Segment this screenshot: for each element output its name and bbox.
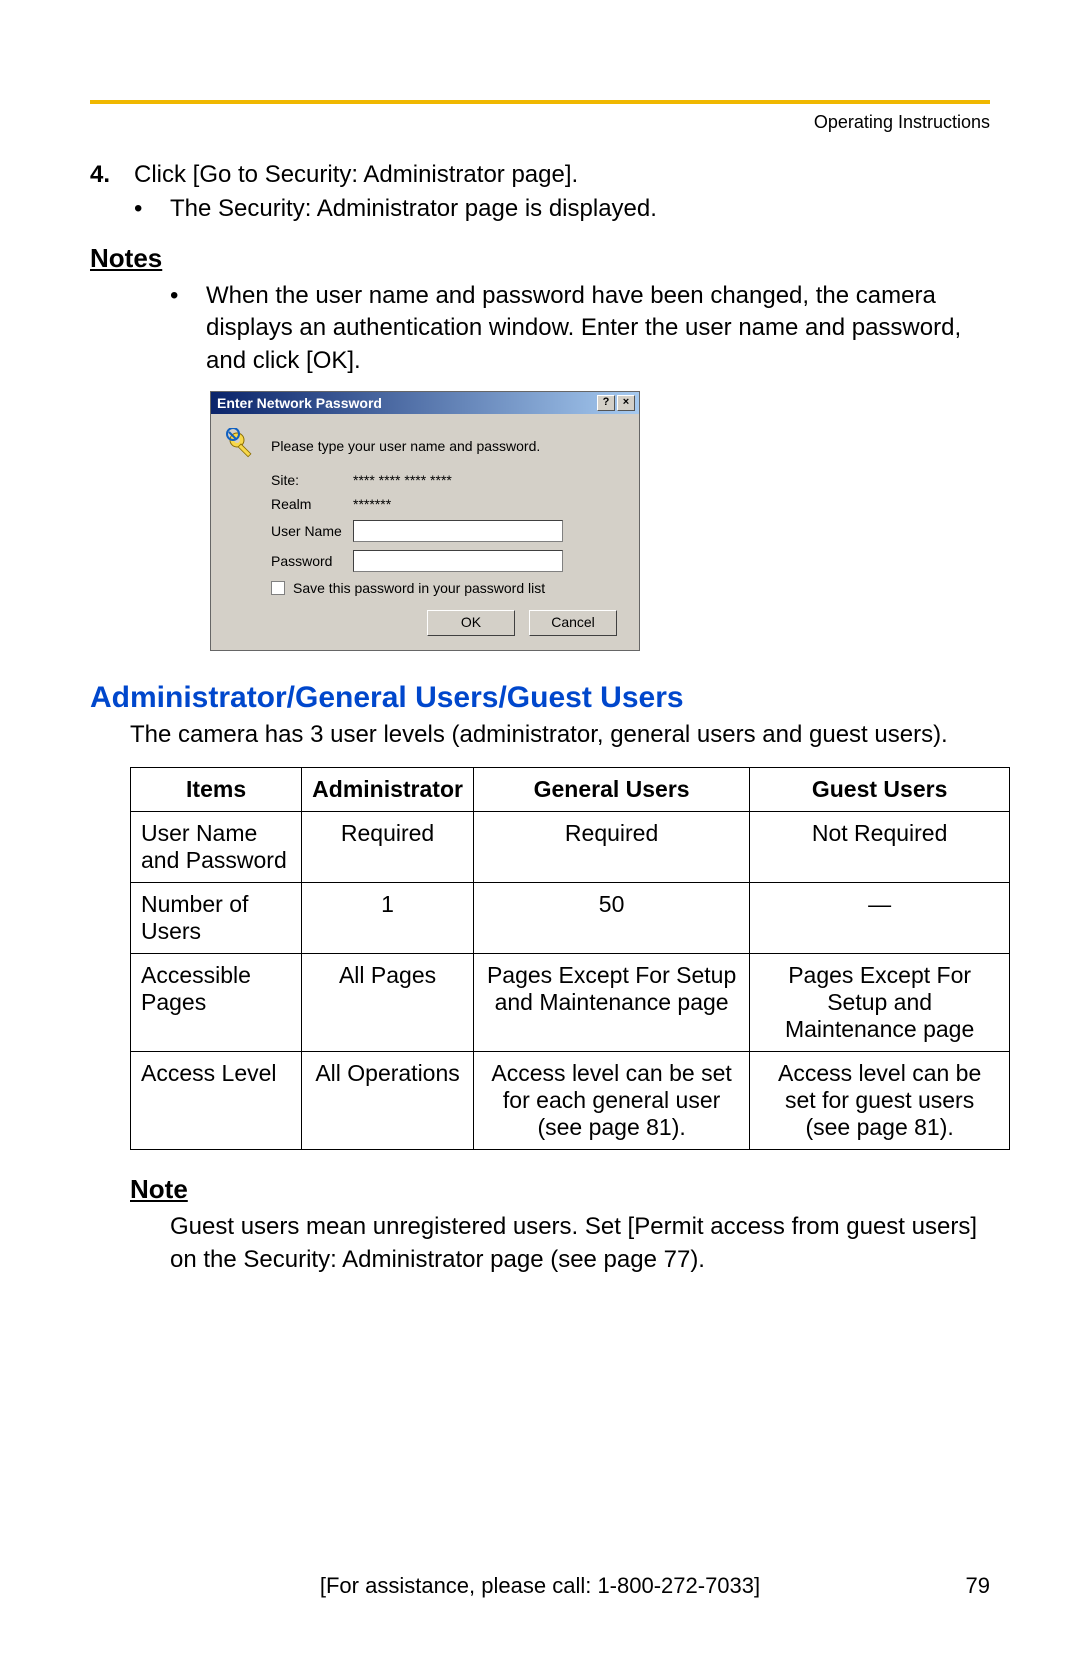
password-label: Password [271,553,353,569]
step-text: Click [Go to Security: Administrator pag… [134,161,578,189]
step-4: 4. Click [Go to Security: Administrator … [90,161,990,189]
notes-bullet: • When the user name and password have b… [170,280,990,377]
dialog-prompt: Please type your user name and password. [271,438,540,454]
table-row: Access Level All Operations Access level… [131,1052,1010,1150]
step-number: 4. [90,161,134,189]
cell: User Name and Password [131,812,302,883]
header-label: Operating Instructions [90,112,990,133]
password-input[interactable] [353,550,563,572]
auth-dialog: Enter Network Password ? × [210,391,640,651]
username-label: User Name [271,523,353,539]
realm-value: ******* [353,496,391,512]
cell: Access level can be set for guest users … [750,1052,1010,1150]
cell: Pages Except For Setup and Maintenance p… [750,954,1010,1052]
save-password-label: Save this password in your password list [293,580,545,596]
close-button[interactable]: × [617,395,635,411]
top-rule [90,100,990,104]
cancel-button[interactable]: Cancel [529,610,617,636]
bullet-dot: • [134,195,170,223]
cell: 50 [473,883,749,954]
cell: 1 [302,883,474,954]
page-number: 79 [930,1573,990,1599]
step-sub-text: The Security: Administrator page is disp… [170,195,657,223]
step-sub-bullet: • The Security: Administrator page is di… [134,195,990,223]
note-body: Guest users mean unregistered users. Set… [170,1211,990,1276]
th-guest: Guest Users [750,768,1010,812]
page-footer: [For assistance, please call: 1-800-272-… [90,1573,990,1599]
dialog-title: Enter Network Password [217,395,382,411]
section-heading: Administrator/General Users/Guest Users [90,681,990,715]
footer-assist: [For assistance, please call: 1-800-272-… [150,1573,930,1599]
notes-text: When the user name and password have bee… [206,280,990,377]
cell: Access level can be set for each general… [473,1052,749,1150]
help-button[interactable]: ? [597,395,615,411]
table-row: Accessible Pages All Pages Pages Except … [131,954,1010,1052]
note-heading: Note [130,1174,990,1205]
table-row: Items Administrator General Users Guest … [131,768,1010,812]
site-value: **** **** **** **** [353,472,452,488]
th-items: Items [131,768,302,812]
bullet-dot: • [170,280,206,377]
cell: Not Required [750,812,1010,883]
table-row: Number of Users 1 50 — [131,883,1010,954]
save-password-checkbox[interactable] [271,581,285,595]
cell: Required [473,812,749,883]
user-levels-table: Items Administrator General Users Guest … [130,767,1010,1150]
ok-button[interactable]: OK [427,610,515,636]
cell: Required [302,812,474,883]
dialog-titlebar: Enter Network Password ? × [211,392,639,414]
table-row: User Name and Password Required Required… [131,812,1010,883]
cell: — [750,883,1010,954]
th-admin: Administrator [302,768,474,812]
key-icon [225,428,261,464]
cell: All Operations [302,1052,474,1150]
notes-heading: Notes [90,243,990,274]
cell: Number of Users [131,883,302,954]
section-intro: The camera has 3 user levels (administra… [130,721,990,749]
realm-label: Realm [271,496,353,512]
cell: Pages Except For Setup and Maintenance p… [473,954,749,1052]
site-label: Site: [271,472,353,488]
username-input[interactable] [353,520,563,542]
th-general: General Users [473,768,749,812]
cell: Accessible Pages [131,954,302,1052]
cell: All Pages [302,954,474,1052]
cell: Access Level [131,1052,302,1150]
